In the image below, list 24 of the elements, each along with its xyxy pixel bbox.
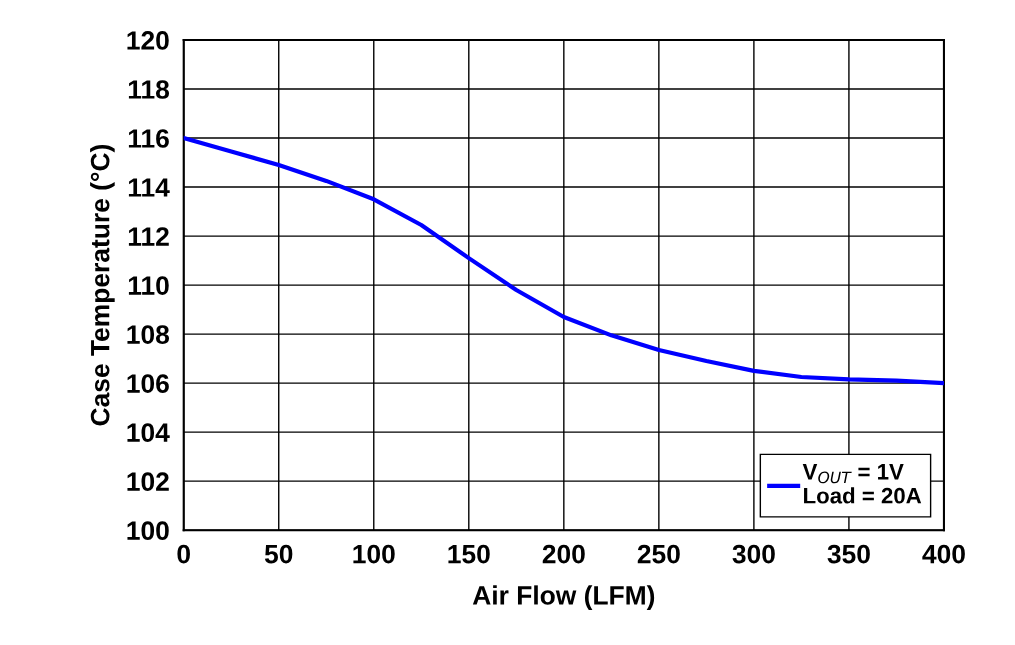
y-tick-label: 116 xyxy=(128,129,169,148)
y-axis-title: Case Temperature (°C) xyxy=(90,144,115,426)
legend-label: V$_{OUT}$ = 1V Load = 20A xyxy=(802,464,922,504)
y-tick-label: 112 xyxy=(128,227,169,246)
y-tick-label: 120 xyxy=(127,31,169,50)
y-tick-label: 104 xyxy=(127,423,170,442)
x-tick-label: 150 xyxy=(448,544,490,564)
y-tick-label: 100 xyxy=(127,521,169,541)
x-tick-label: 250 xyxy=(637,544,680,564)
x-tick-label: 200 xyxy=(542,544,585,564)
y-tick-label: 118 xyxy=(128,80,170,99)
line-series xyxy=(183,135,944,386)
x-axis-title: Air Flow (LFM) xyxy=(472,585,655,610)
x-tick-label: 350 xyxy=(827,544,870,564)
y-tick-label: 106 xyxy=(127,374,169,393)
x-tick-label: 100 xyxy=(353,544,395,564)
y-tick-label: 114 xyxy=(128,178,170,197)
y-tick-label: 108 xyxy=(127,325,170,344)
y-tick-label: 102 xyxy=(127,472,169,491)
x-tick-label: 0 xyxy=(177,544,190,564)
x-tick-label: 50 xyxy=(264,544,293,564)
x-tick-label: 400 xyxy=(922,544,965,564)
y-tick-label: 110 xyxy=(128,276,169,295)
x-tick-label: 300 xyxy=(732,544,775,564)
